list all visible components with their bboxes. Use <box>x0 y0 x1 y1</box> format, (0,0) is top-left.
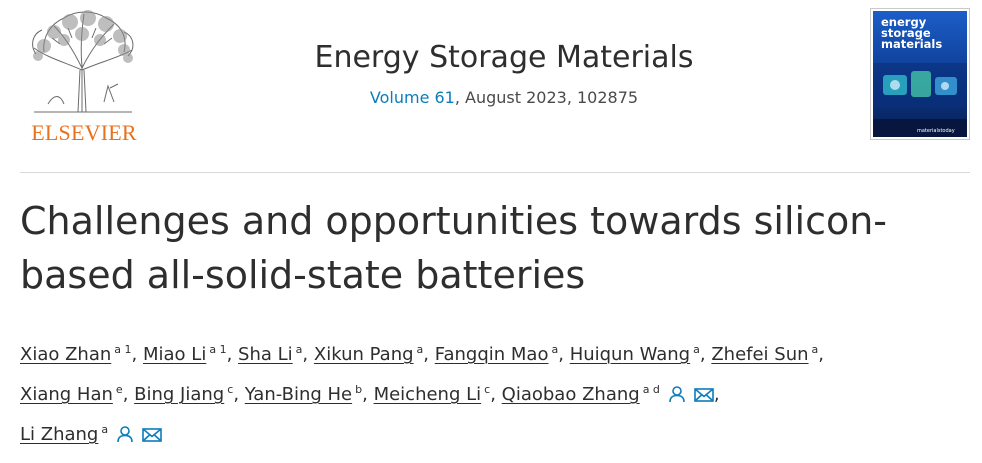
author-separator: , <box>423 344 430 365</box>
author-separator: , <box>302 344 309 365</box>
affiliation-marker[interactable]: a <box>811 343 819 356</box>
volume-link[interactable]: Volume 61 <box>369 88 455 107</box>
author-separator: , <box>699 344 706 365</box>
journal-title[interactable]: Energy Storage Materials <box>314 40 694 75</box>
author-name[interactable]: Xikun Pang <box>313 344 414 365</box>
cover-art-icon <box>873 11 967 137</box>
author-huiqun-wang[interactable]: Huiqun Wang a <box>570 343 700 365</box>
author-name[interactable]: Li Zhang <box>20 424 99 445</box>
author-name[interactable]: Xiang Han <box>20 384 113 405</box>
affiliation-marker[interactable]: e <box>115 383 123 396</box>
author-name[interactable]: Qiaobao Zhang <box>501 384 640 405</box>
author-bing-jiang[interactable]: Bing Jiang c <box>134 383 233 405</box>
affiliation-marker[interactable]: a <box>416 343 424 356</box>
affiliation-marker[interactable]: a 1 <box>114 343 132 356</box>
cover-title-line: materials <box>881 37 943 51</box>
publisher-name: ELSEVIER <box>31 120 137 145</box>
author-name[interactable]: Yan-Bing He <box>244 384 353 405</box>
author-xiao-zhan[interactable]: Xiao Zhan a 1 <box>20 343 132 365</box>
person-icon[interactable] <box>116 425 134 448</box>
author-line: Li Zhang a <box>20 423 970 463</box>
author-zhefei-sun[interactable]: Zhefei Sun a <box>711 343 818 365</box>
affiliation-marker[interactable]: c <box>227 383 234 396</box>
elsevier-logo[interactable]: ELSEVIER <box>18 8 148 148</box>
author-name[interactable]: Miao Li <box>143 344 207 365</box>
affiliation-marker[interactable]: a <box>295 343 303 356</box>
author-line: Xiang Han e, Bing Jiang c, Yan-Bing He b, M… <box>20 383 970 423</box>
author-separator: , <box>226 344 233 365</box>
author-name[interactable]: Zhefei Sun <box>711 344 809 365</box>
author-xikun-pang[interactable]: Xikun Pang a <box>314 343 423 365</box>
author-list: Xiao Zhan a 1, Miao Li a 1, Sha Li a, Xikun… <box>20 343 970 463</box>
article-header: ELSEVIER Energy Storage Materials Volume… <box>0 0 982 172</box>
article-title-line: based all-solid-state batteries <box>20 253 586 297</box>
issue-date-article-number: , August 2023, 102875 <box>454 88 639 107</box>
author-separator: , <box>233 384 240 405</box>
author-separator: , <box>713 384 720 405</box>
author-meicheng-li[interactable]: Meicheng Li c <box>374 383 491 405</box>
header-divider <box>20 172 970 173</box>
affiliation-marker[interactable]: a <box>101 423 109 436</box>
issue-info: Volume 61, August 2023, 102875 <box>260 88 748 107</box>
author-qiaobao-zhang[interactable]: Qiaobao Zhang a d <box>502 383 714 408</box>
cover-title-line: storage <box>881 26 931 40</box>
envelope-icon[interactable] <box>694 387 714 408</box>
affiliation-marker[interactable]: a <box>693 343 700 356</box>
author-name[interactable]: Meicheng Li <box>373 384 482 405</box>
author-miao-li[interactable]: Miao Li a 1 <box>143 343 227 365</box>
cover-footer-brand: materialstoday <box>917 128 955 134</box>
author-name[interactable]: Xiao Zhan <box>20 344 112 365</box>
cover-image: energy storage materials materialstoday <box>873 11 967 137</box>
journal-info: Energy Storage Materials Volume 61, Augu… <box>260 38 748 107</box>
author-separator: , <box>362 384 368 405</box>
cover-title-line: energy <box>881 15 927 29</box>
envelope-icon[interactable] <box>142 427 162 448</box>
author-line: Xiao Zhan a 1, Miao Li a 1, Sha Li a, Xikun… <box>20 343 970 383</box>
author-separator: , <box>818 344 825 365</box>
article-title-line: Challenges and opportunities towards sil… <box>20 199 888 243</box>
affiliation-marker[interactable]: b <box>355 383 363 396</box>
author-fangqin-mao[interactable]: Fangqin Mao a <box>435 343 558 365</box>
cover-title: energy storage materials <box>881 15 965 51</box>
affiliation-marker[interactable]: c <box>484 383 491 396</box>
affiliation-marker[interactable]: a d <box>642 383 660 396</box>
author-name[interactable]: Huiqun Wang <box>569 344 691 365</box>
person-icon[interactable] <box>668 385 686 408</box>
author-separator: , <box>558 344 564 365</box>
journal-cover[interactable]: energy storage materials materialstoday <box>870 8 970 140</box>
author-name[interactable]: Bing Jiang <box>134 384 225 405</box>
affiliation-marker[interactable]: a 1 <box>209 343 227 356</box>
author-name[interactable]: Sha Li <box>238 344 293 365</box>
affiliation-marker[interactable]: a <box>551 343 559 356</box>
author-yan-bing-he[interactable]: Yan-Bing He b <box>245 383 362 405</box>
author-xiang-han[interactable]: Xiang Han e <box>20 383 123 405</box>
author-name[interactable]: Fangqin Mao <box>434 344 549 365</box>
article-title: Challenges and opportunities towards sil… <box>20 194 970 302</box>
author-sha-li[interactable]: Sha Li a <box>238 343 302 365</box>
author-separator: , <box>122 384 129 405</box>
author-separator: , <box>490 384 496 405</box>
author-li-zhang[interactable]: Li Zhang a <box>20 423 162 448</box>
tree-illustration-icon <box>32 10 134 113</box>
author-separator: , <box>131 344 138 365</box>
